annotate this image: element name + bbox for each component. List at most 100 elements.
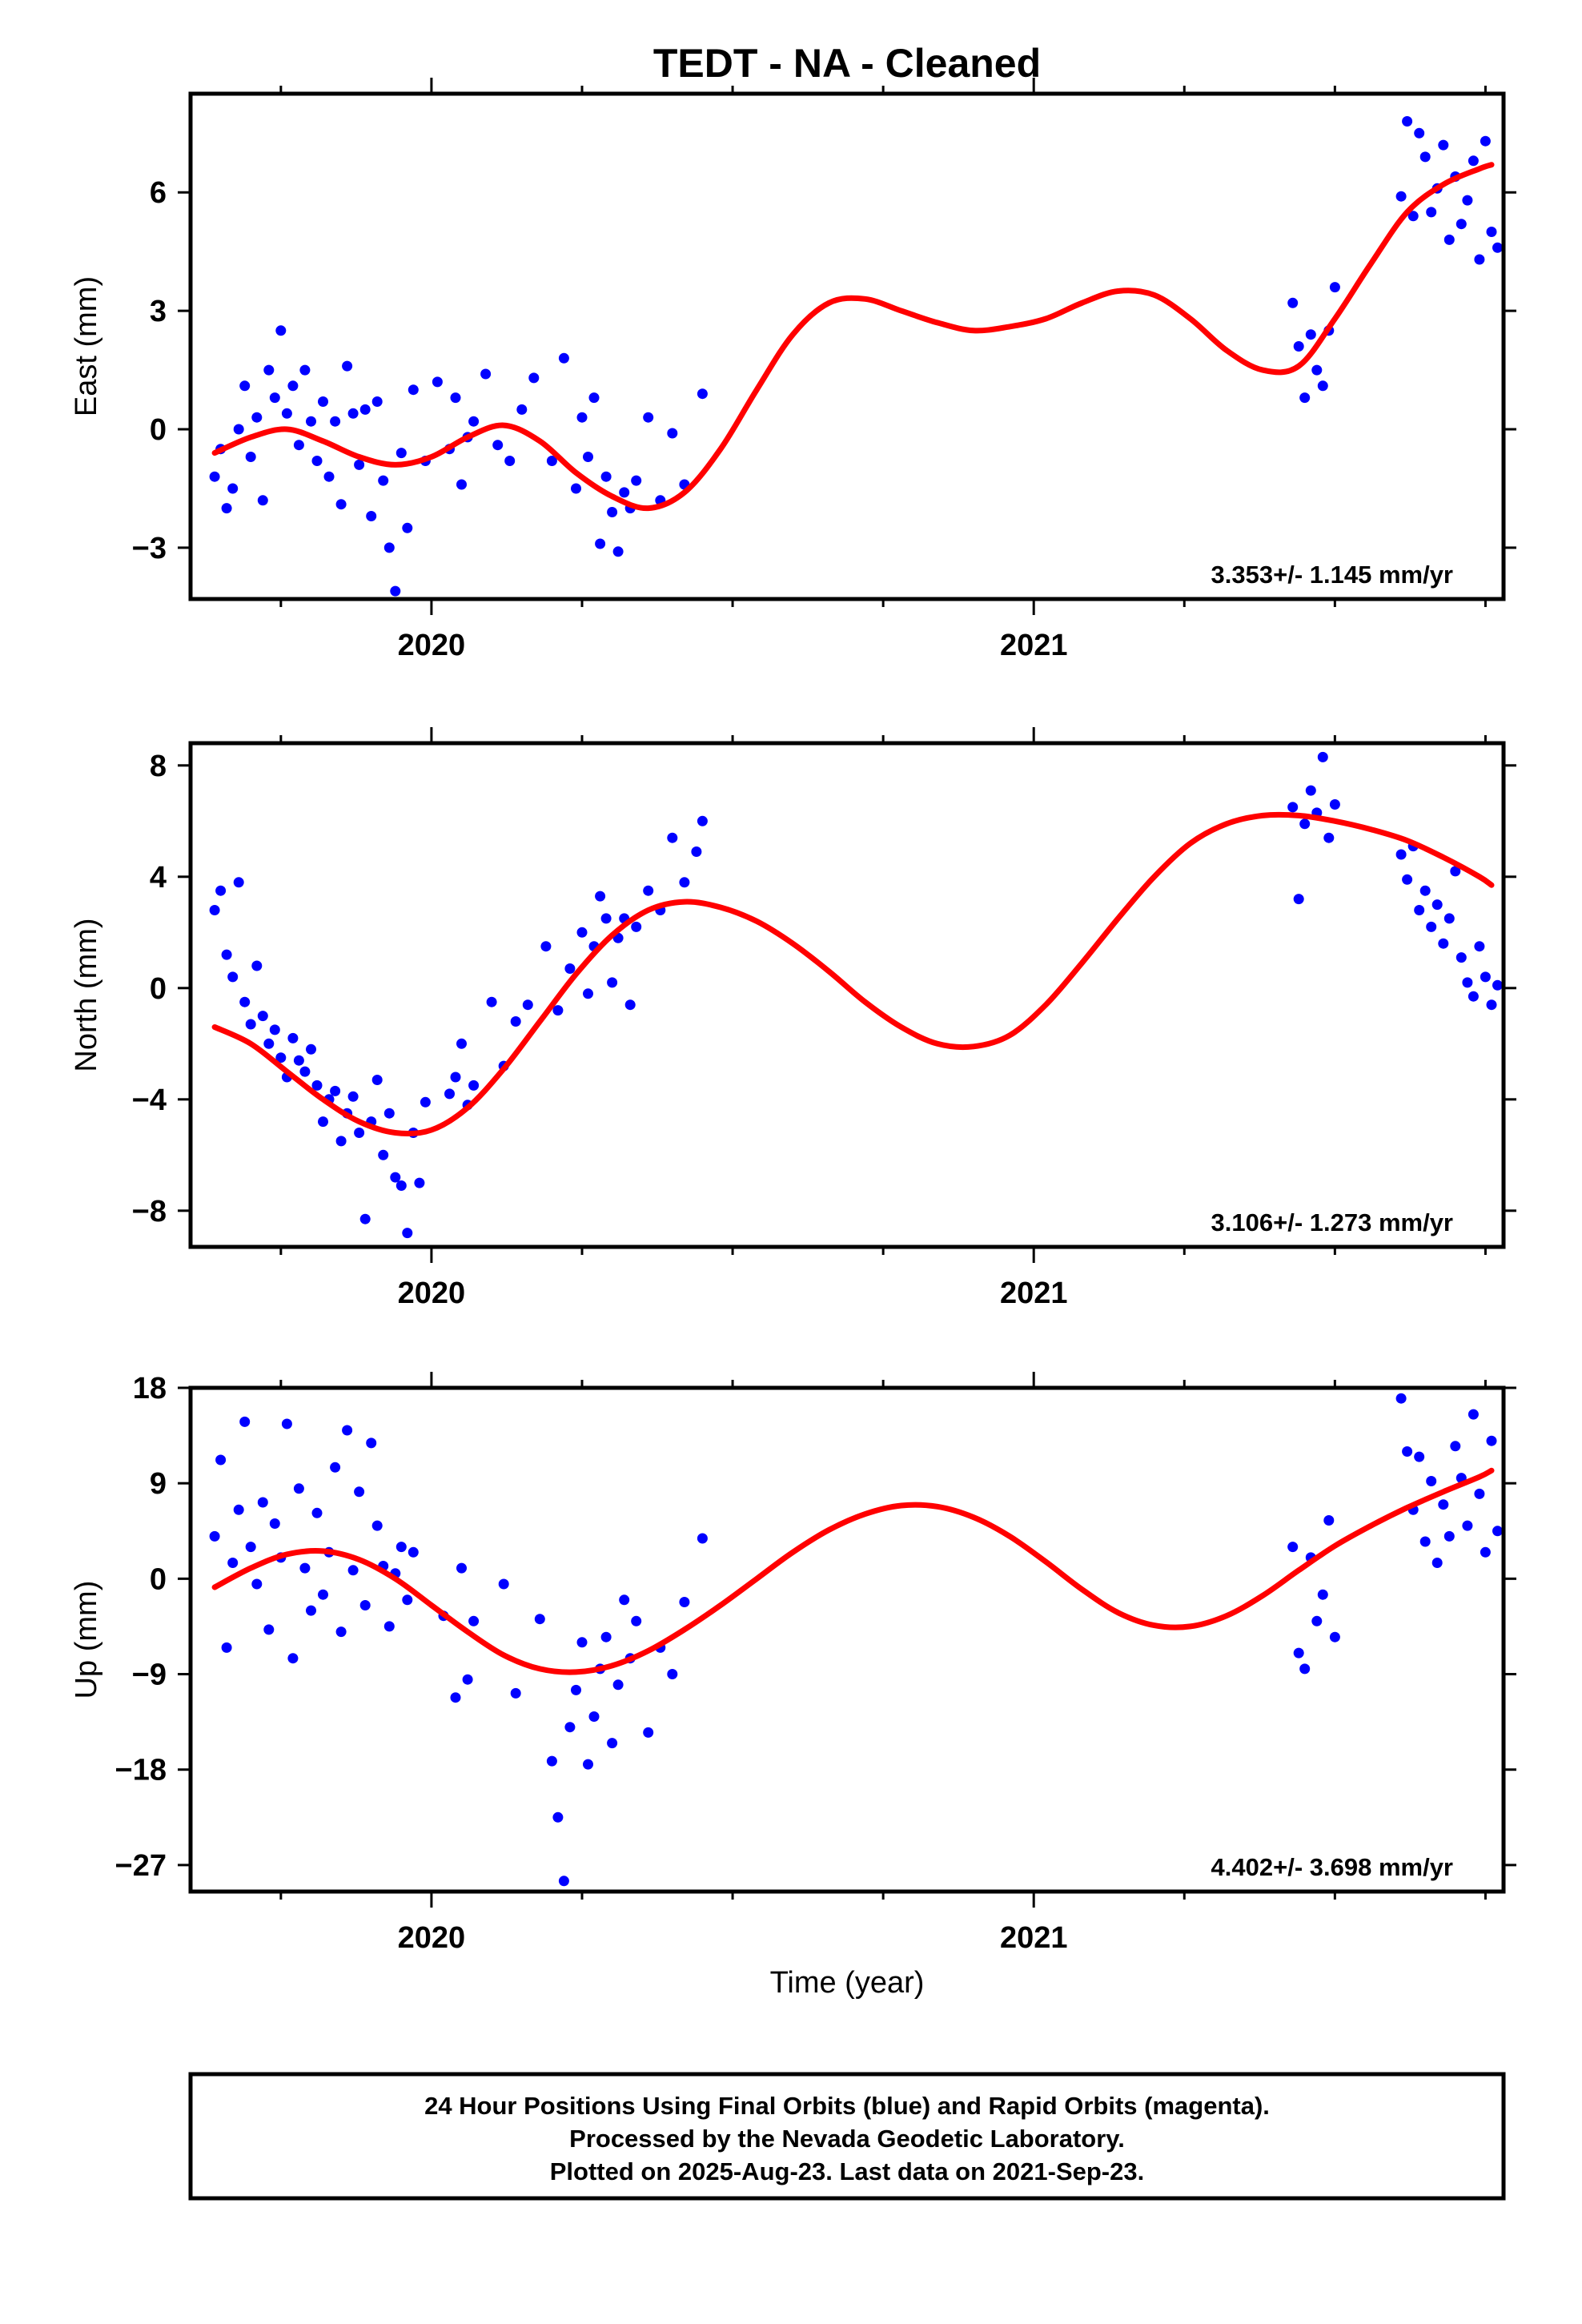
east-data-point [306, 416, 316, 427]
north-data-point [402, 1228, 413, 1239]
north-data-point [1317, 751, 1328, 762]
up-data-point [607, 1738, 618, 1749]
up-data-point [450, 1692, 461, 1703]
north-y-axis-label: North (mm) [70, 918, 103, 1072]
east-data-point [583, 452, 593, 462]
north-data-point [311, 1080, 323, 1091]
east-data-point [546, 456, 557, 466]
up-data-point [510, 1687, 521, 1699]
east-data-point [480, 368, 492, 380]
north-data-point [396, 1180, 407, 1191]
up-x-tick-label: 2020 [398, 1921, 466, 1955]
north-data-point [378, 1149, 389, 1160]
north-x-tick-label: 2021 [1000, 1277, 1068, 1310]
east-x-tick-label: 2020 [398, 629, 466, 662]
north-data-point [239, 996, 251, 1007]
north-data-point [347, 1091, 359, 1102]
east-data-point [643, 412, 654, 423]
up-data-point [318, 1589, 328, 1600]
east-data-point [1317, 380, 1328, 392]
north-data-point [257, 1011, 268, 1022]
east-data-point [600, 471, 612, 482]
north-data-point [540, 941, 552, 952]
up-data-point [1317, 1589, 1328, 1600]
up-model-curve [211, 1467, 1495, 1675]
east-data-point [612, 546, 624, 557]
north-data-point [1299, 818, 1311, 830]
up-y-tick-label: −9 [132, 1659, 167, 1692]
east-data-point [347, 408, 359, 419]
x-axis-label: Time (year) [770, 1966, 925, 2000]
up-data-point [697, 1533, 708, 1544]
up-data-point [359, 1600, 371, 1610]
east-data-point [1402, 116, 1413, 127]
east-data-point [432, 376, 443, 388]
up-data-point [239, 1416, 251, 1427]
north-data-point [1474, 941, 1485, 952]
east-data-point [697, 388, 708, 400]
north-data-point [1287, 802, 1299, 813]
north-data-point [667, 832, 678, 843]
east-data-point [257, 495, 268, 506]
figure-title: TEDT - NA - Cleaned [653, 41, 1041, 86]
up-data-point [576, 1637, 588, 1648]
north-data-point [1293, 894, 1304, 905]
up-data-point [1395, 1393, 1407, 1404]
north-data-point [1329, 799, 1340, 810]
east-data-point [607, 507, 618, 517]
north-panel: −8 −4 0 4 8 2020 2021 North (mm) 3.106+/- 1.27… [70, 727, 1516, 1310]
north-data-point [1468, 991, 1479, 1002]
up-data-point [1492, 1526, 1503, 1537]
up-y-tick-label: 18 [133, 1372, 167, 1405]
north-data-point [1462, 977, 1473, 988]
north-data-point [522, 999, 533, 1011]
north-axes: −8 −4 0 4 8 2020 2021 [132, 727, 1516, 1310]
up-data-point [534, 1614, 545, 1625]
east-y-tick-label: 6 [150, 176, 167, 210]
north-data-point [221, 949, 232, 960]
up-data-point [1468, 1409, 1479, 1420]
north-data-point [624, 999, 636, 1011]
north-data-point [299, 1066, 311, 1077]
east-data-point [516, 404, 528, 415]
east-y-tick-label: 3 [150, 295, 167, 328]
east-data-point [408, 384, 419, 396]
east-data-point [269, 392, 280, 404]
east-data-point [233, 424, 244, 435]
north-data-point [1414, 905, 1425, 915]
up-data-point [456, 1562, 467, 1574]
east-data-point [245, 452, 256, 462]
east-data-point [1426, 207, 1437, 218]
up-y-tick-label: −18 [115, 1754, 167, 1787]
north-data-point [354, 1128, 365, 1138]
up-y-tick-label: −27 [115, 1849, 167, 1883]
up-data-point [1474, 1488, 1485, 1499]
east-data-point [631, 475, 642, 486]
north-data-point [1305, 785, 1316, 796]
up-x-tick-label: 2021 [1000, 1921, 1068, 1955]
up-data-point [396, 1542, 407, 1553]
north-data-point [1480, 971, 1491, 983]
east-data-point [1293, 341, 1304, 352]
north-data-point [552, 1005, 564, 1016]
east-data-point [378, 475, 389, 486]
north-data-point [414, 1177, 425, 1188]
north-data-point [251, 960, 263, 971]
east-y-tick-label: 0 [150, 413, 167, 447]
north-data-point [631, 921, 642, 932]
east-data-point [1438, 139, 1449, 151]
north-data-point [1431, 899, 1443, 911]
east-data-point [1480, 135, 1491, 147]
north-data-point [486, 996, 497, 1007]
east-rate-label: 3.353+/- 1.145 mm/yr [1211, 561, 1453, 589]
up-data-point [263, 1624, 275, 1635]
up-data-point [383, 1621, 395, 1632]
east-data-point [311, 456, 323, 466]
east-data-point [371, 396, 383, 407]
up-data-point [468, 1615, 480, 1626]
north-data-point [510, 1016, 521, 1027]
north-data-point [564, 963, 576, 974]
north-data-point [456, 1038, 467, 1049]
up-data-point [552, 1811, 564, 1823]
